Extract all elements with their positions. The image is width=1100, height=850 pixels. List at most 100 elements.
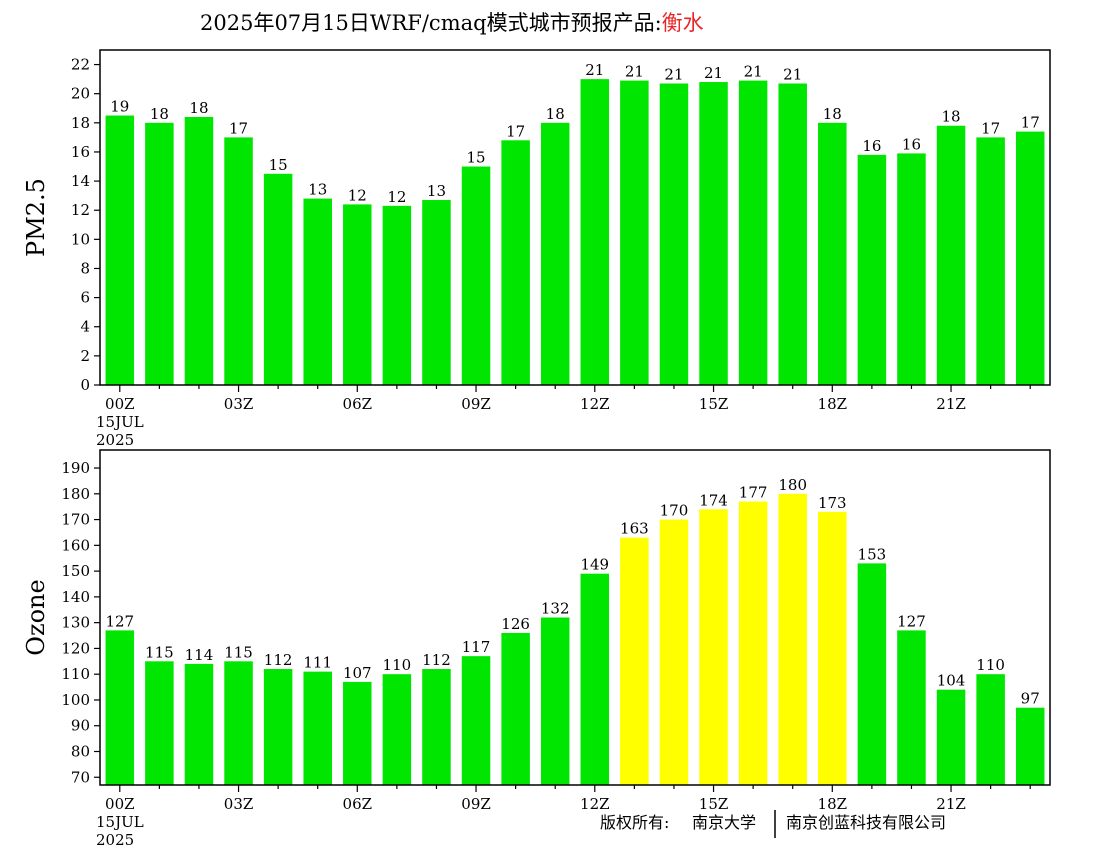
bar-value-label: 13 [427, 182, 446, 200]
bar [263, 669, 293, 785]
y-tick-label: 18 [71, 114, 90, 132]
bar-value-label: 173 [818, 494, 847, 512]
x-date-label: 2025 [96, 831, 134, 849]
bar-value-label: 127 [897, 612, 926, 630]
bar-value-label: 107 [343, 664, 372, 682]
x-tick-label: 03Z [224, 795, 254, 813]
title-prefix: 2025年07月15日WRF/cmaq模式城市预报产品: [200, 11, 662, 35]
x-date-label: 15JUL [96, 413, 144, 431]
bar [699, 509, 728, 785]
bar-value-label: 21 [744, 63, 763, 81]
bar [184, 663, 214, 785]
bar [738, 501, 768, 785]
bar [857, 154, 887, 385]
bar-value-label: 17 [1021, 114, 1040, 132]
bar [976, 137, 1005, 385]
bar-value-label: 21 [783, 66, 802, 84]
y-tick-label: 170 [61, 511, 90, 529]
bar [778, 83, 807, 385]
bar [343, 681, 372, 785]
bar-value-label: 180 [778, 476, 807, 494]
bar-value-label: 170 [660, 502, 689, 520]
bar-value-label: 17 [506, 122, 525, 140]
bar [659, 519, 689, 785]
y-tick-label: 80 [71, 743, 90, 761]
bar-value-label: 132 [541, 600, 570, 618]
bar [580, 79, 610, 385]
bar-value-label: 15 [466, 149, 485, 167]
y-axis-label: Ozone [22, 579, 50, 655]
copyright-org1: 南京大学 [692, 813, 756, 832]
x-tick-label: 09Z [461, 795, 491, 813]
y-tick-label: 70 [71, 768, 90, 786]
bar [382, 205, 412, 385]
bar-value-label: 21 [625, 63, 644, 81]
y-tick-label: 110 [61, 665, 90, 683]
y-tick-label: 190 [61, 459, 90, 477]
bar-value-label: 15 [269, 156, 288, 174]
bar [897, 630, 926, 785]
y-tick-label: 20 [71, 85, 90, 103]
bar-value-label: 104 [937, 672, 966, 690]
y-tick-label: 8 [80, 259, 90, 277]
bar-value-label: 21 [704, 64, 723, 82]
x-tick-label: 09Z [461, 395, 491, 413]
bar [461, 166, 491, 385]
plot-frame [99, 49, 1051, 386]
copyright-label: 版权所有: [600, 813, 669, 832]
bar [422, 669, 451, 785]
y-tick-label: 90 [71, 717, 90, 735]
bar-value-label: 174 [699, 491, 728, 509]
bar [857, 563, 887, 785]
bar-value-label: 163 [620, 520, 649, 538]
x-tick-label: 06Z [343, 395, 373, 413]
y-tick-label: 140 [61, 588, 90, 606]
x-tick-label: 15Z [699, 395, 729, 413]
bar [936, 689, 966, 785]
title-city: 衡水 [662, 11, 704, 35]
bar [699, 82, 728, 385]
bar-value-label: 19 [110, 98, 129, 116]
x-date-label: 15JUL [96, 813, 144, 831]
bar [382, 674, 412, 785]
bar-value-label: 126 [501, 615, 530, 633]
bar [936, 125, 966, 386]
bar [659, 83, 689, 385]
bar [303, 198, 332, 385]
bar [540, 617, 570, 785]
bar [224, 137, 253, 385]
bar-value-label: 16 [902, 135, 921, 153]
bar-value-label: 18 [189, 99, 208, 117]
bar [303, 671, 332, 785]
bar [422, 200, 451, 385]
bar-value-label: 115 [224, 643, 253, 661]
bar [184, 117, 214, 385]
y-tick-label: 12 [71, 201, 90, 219]
bar [501, 632, 530, 785]
bar-value-label: 117 [462, 638, 491, 656]
bar-value-label: 127 [105, 612, 134, 630]
x-date-label: 2025 [96, 431, 134, 449]
x-tick-label: 18Z [818, 795, 848, 813]
bar-value-label: 16 [862, 137, 881, 155]
bar-value-label: 114 [185, 646, 214, 664]
bar-value-label: 18 [823, 105, 842, 123]
x-tick-label: 15Z [699, 795, 729, 813]
bar-value-label: 17 [981, 119, 1000, 137]
bar-value-label: 18 [546, 105, 565, 123]
bar-value-label: 112 [264, 651, 293, 669]
x-tick-label: 03Z [224, 395, 254, 413]
bar [145, 122, 174, 385]
bar [263, 173, 293, 385]
y-tick-label: 0 [80, 376, 90, 394]
x-tick-label: 06Z [343, 795, 373, 813]
bar-value-label: 21 [585, 61, 604, 79]
y-tick-label: 130 [61, 614, 90, 632]
bar-value-label: 110 [976, 656, 1005, 674]
ozone-chart: 127 115 114 115 112 111 107 110 112 117 126 132 149 1… [22, 449, 1051, 849]
bar-value-label: 12 [387, 188, 406, 206]
bar [897, 153, 926, 385]
bar [818, 122, 847, 385]
y-tick-label: 150 [61, 562, 90, 580]
bar-value-label: 177 [739, 484, 768, 502]
